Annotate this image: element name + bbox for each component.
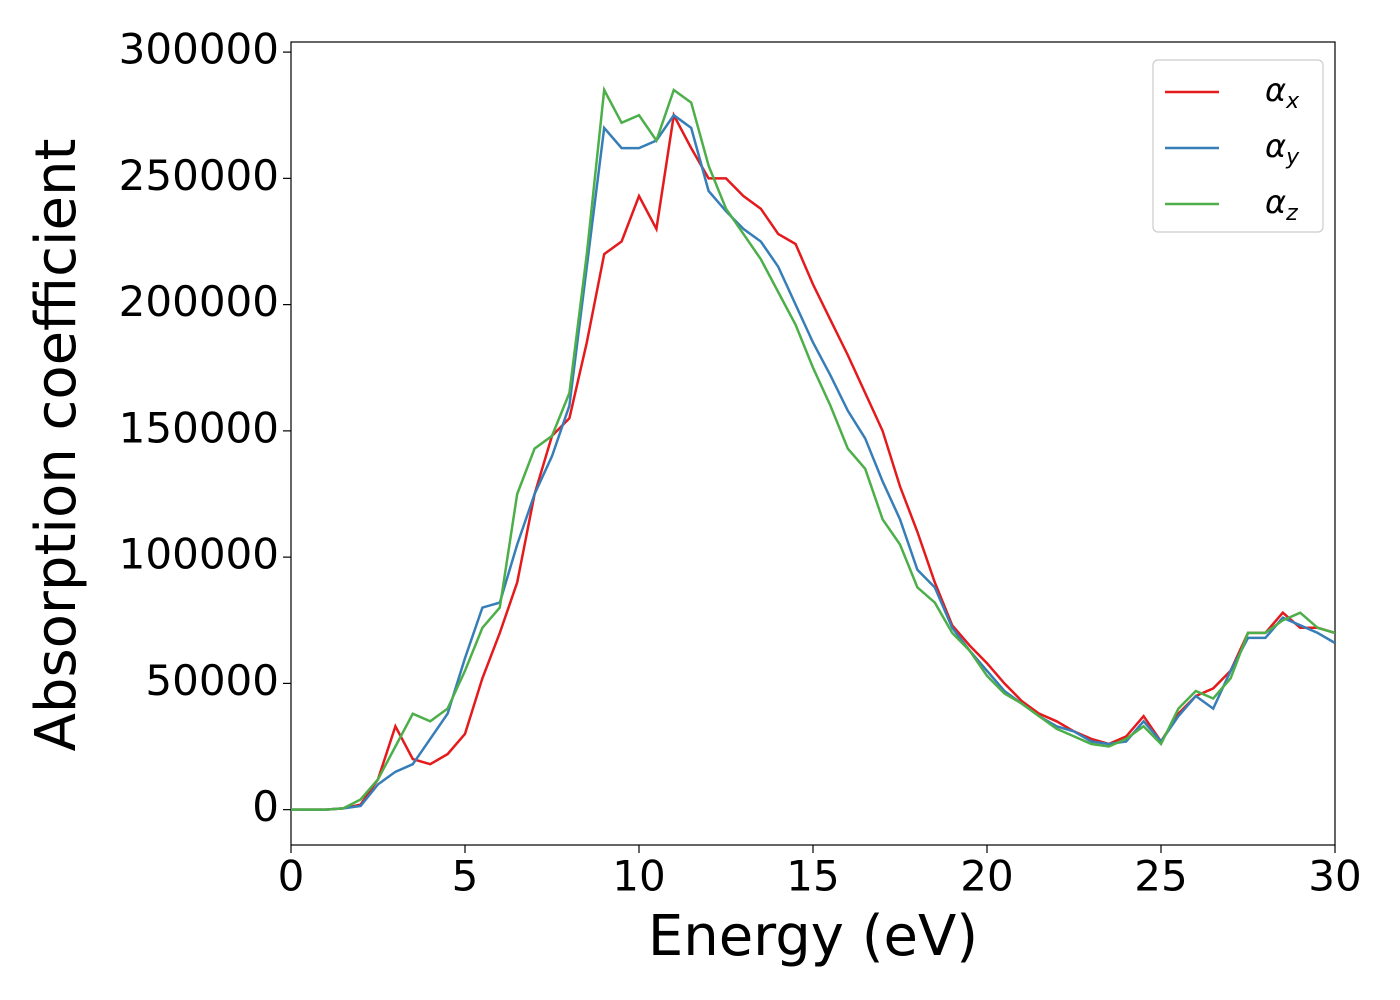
x-tick-label: 30: [1308, 852, 1361, 901]
legend-label: αy: [1265, 127, 1300, 170]
y-tick-label: 0: [252, 782, 279, 831]
x-tick-label: 15: [786, 852, 839, 901]
y-tick-label: 250000: [119, 151, 279, 200]
legend-label: αz: [1265, 183, 1298, 226]
y-tick-label: 150000: [119, 403, 279, 452]
legend-box: [1152, 59, 1324, 233]
data-line: [291, 85, 1335, 811]
x-axis-label: Energy (eV): [648, 904, 978, 969]
x-tick-label: 25: [1134, 852, 1187, 901]
x-tick-label: 5: [452, 852, 479, 901]
y-tick-label: 50000: [145, 656, 279, 705]
x-tick-label: 0: [278, 852, 305, 901]
x-tick-label: 20: [960, 852, 1013, 901]
y-axis-label: Absorption coefficient: [24, 139, 89, 752]
y-tick-label: 200000: [119, 277, 279, 326]
y-tick-label: 100000: [119, 530, 279, 579]
legend-label: αx: [1265, 71, 1300, 114]
x-tick-label: 10: [612, 852, 665, 901]
y-tick-label: 300000: [119, 25, 279, 74]
